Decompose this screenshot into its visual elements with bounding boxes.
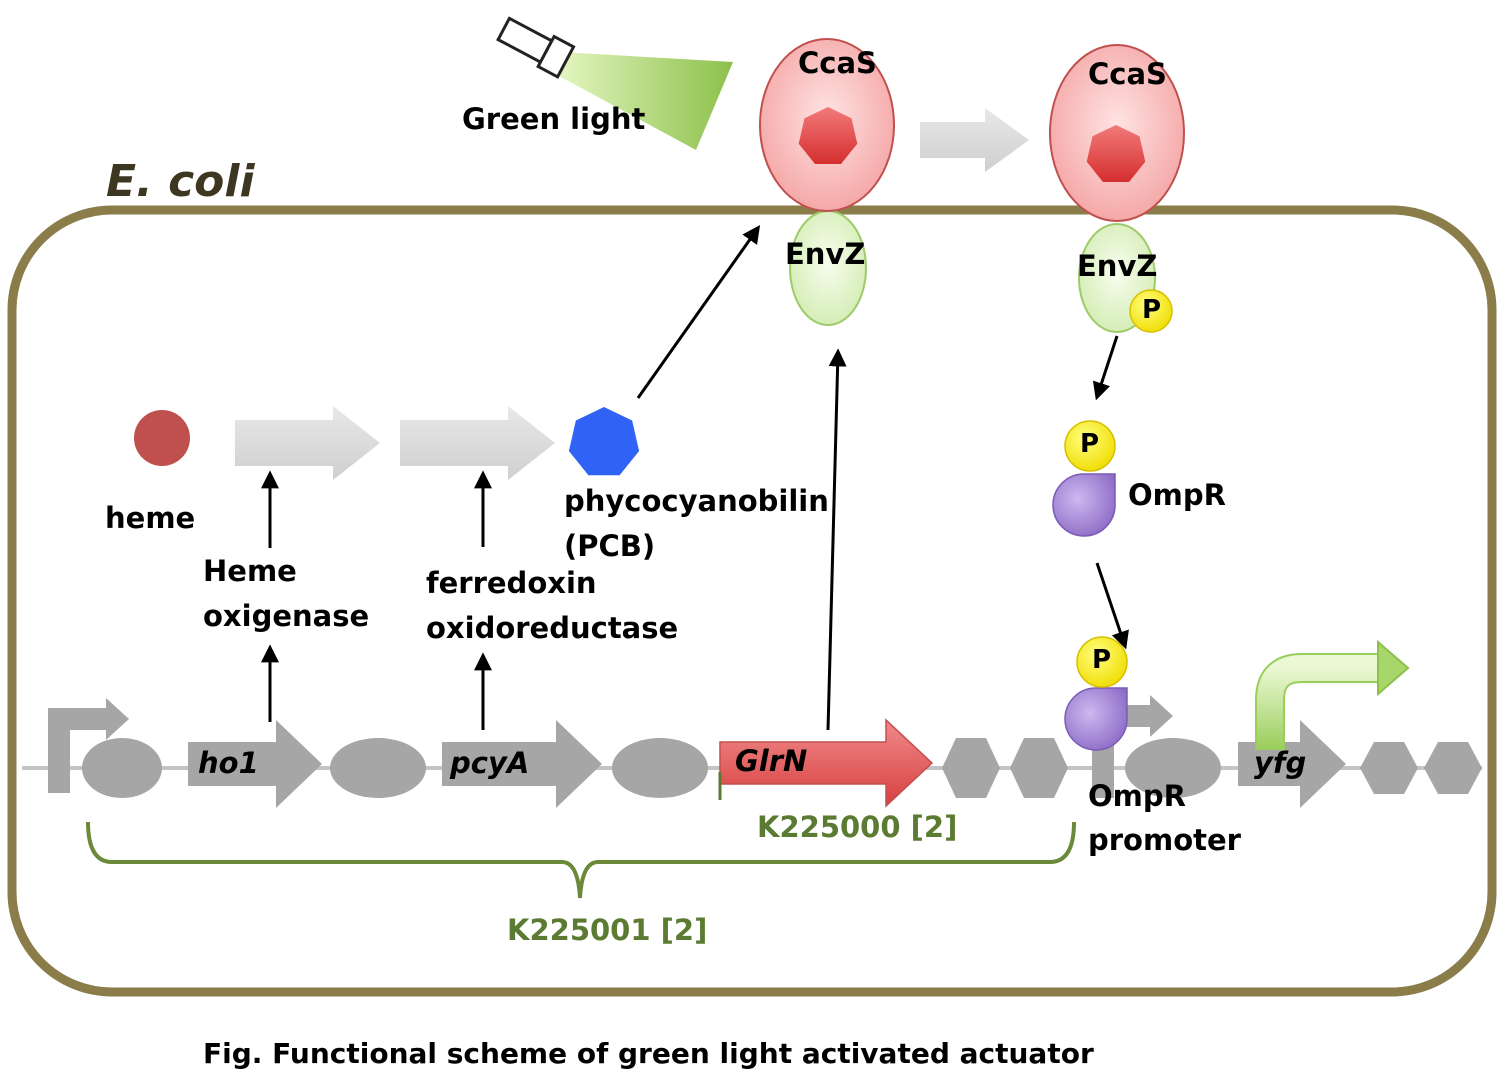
pcb-label-line1: phycocyanobilin [564, 484, 829, 518]
ompr-protein-bound [1064, 687, 1128, 751]
gene-pcya [442, 720, 602, 808]
chromophore-1 [798, 107, 858, 164]
envz-label-2: EnvZ [1077, 249, 1158, 283]
conversion-arrow-2 [400, 406, 555, 480]
ompr-label: OmpR [1128, 478, 1226, 512]
ompr-promoter-label-line2: promoter [1088, 823, 1241, 857]
ompr-promoter-label-line1: OmpR [1088, 779, 1186, 813]
ompr-protein [1052, 473, 1116, 537]
pcb-molecule [568, 407, 640, 476]
conversion-arrow-1 [235, 406, 380, 480]
activation-arrow [920, 108, 1029, 172]
ccas-label: CcaS [798, 46, 877, 80]
terminator-2 [1010, 738, 1068, 798]
part-k225001-label: K225001 [2] [507, 913, 708, 947]
terminator-4 [1424, 742, 1482, 794]
phosphate-ompr-label: P [1080, 429, 1100, 459]
enzyme-2-label-line1: ferredoxin [426, 566, 597, 600]
gene-ho1 [188, 720, 322, 808]
phosphate-ompr-bound [1076, 636, 1128, 688]
terminator-3 [1360, 742, 1418, 794]
cell-label: E. coli [106, 156, 255, 207]
gene-yfg-label: yfg [1254, 746, 1307, 780]
phosphate-envz-label: P [1142, 295, 1162, 325]
heme-molecule [134, 410, 190, 466]
enzyme-1-label-line2: oxigenase [203, 599, 370, 633]
phosphate-envz [1129, 289, 1173, 333]
promoter-1 [48, 698, 129, 793]
ccas-envz-receptor [759, 38, 895, 326]
enzyme-2-label-line2: oxidoreductase [426, 611, 679, 645]
rbs-1 [82, 738, 162, 798]
rbs-4 [1125, 738, 1221, 798]
chromophore-2 [1086, 125, 1146, 182]
pcb-label-line2: (PCB) [564, 529, 656, 563]
arrow-pcb-to-ccas [636, 225, 761, 399]
flashlight-icon [496, 16, 733, 150]
phosphate-ompr [1064, 420, 1116, 472]
brace-k225001 [86, 821, 1076, 899]
gene-glrn-label: GlrN [735, 744, 808, 778]
gene-glrn [719, 718, 934, 808]
terminator-1 [942, 738, 1000, 798]
arrow-envz-to-ompr [1092, 335, 1119, 401]
arrow-glrn-to-envz [826, 348, 847, 731]
part-k225000-label: K225000 [2] [757, 810, 958, 844]
phosphate-ompr-bound-label: P [1092, 645, 1112, 675]
gene-ho1-label: ho1 [198, 746, 259, 780]
green-light-label: Green light [462, 102, 646, 136]
figure-caption: Fig. Functional scheme of green light ac… [203, 1037, 1094, 1070]
rbs-3 [612, 738, 708, 798]
cell-membrane [7, 205, 1497, 997]
enzyme-1-label-line1: Heme [203, 554, 297, 588]
heme-label: heme [105, 501, 196, 535]
ccas-label-2: CcaS [1088, 57, 1167, 91]
gene-pcya-label: pcyA [450, 746, 530, 780]
rbs-2 [330, 738, 426, 798]
envz-label: EnvZ [785, 237, 866, 271]
output-promoter [1255, 639, 1410, 750]
arrow-ompr-to-promoter [1095, 562, 1129, 650]
